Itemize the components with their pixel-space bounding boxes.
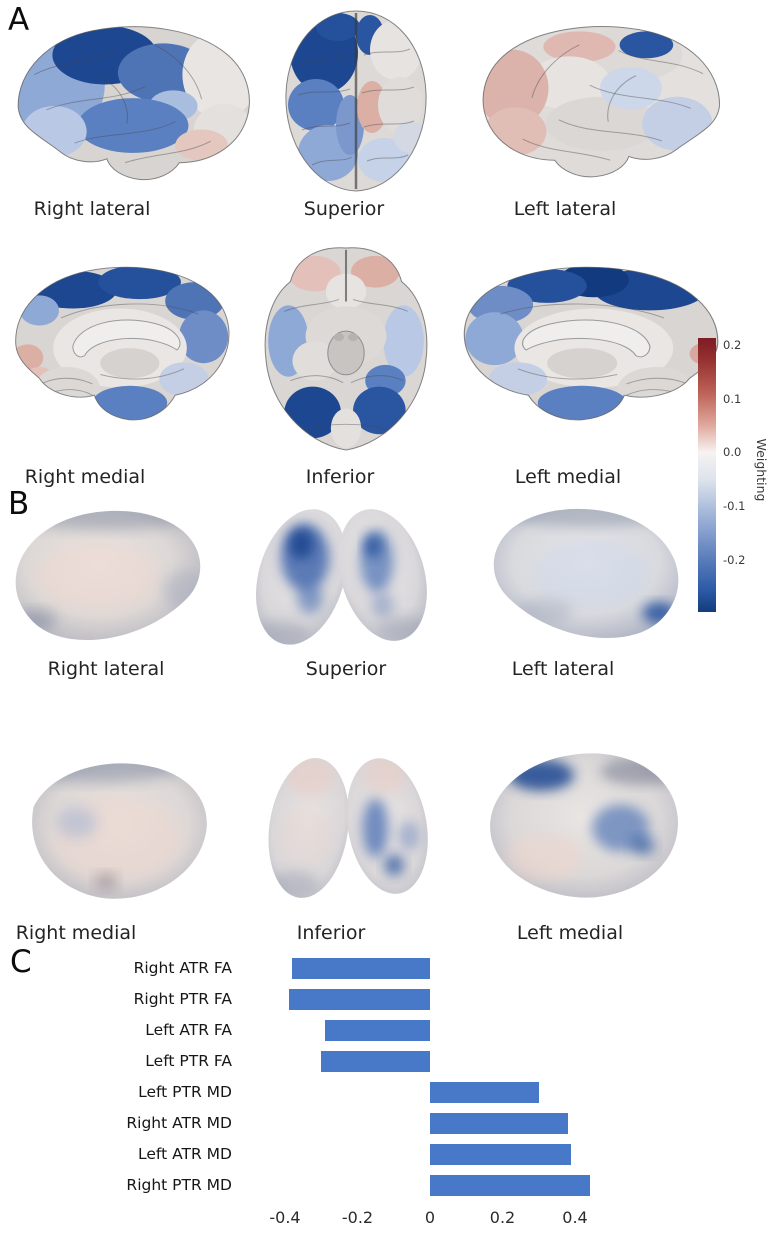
bar bbox=[430, 1113, 568, 1134]
x-tick-label: 0.2 bbox=[489, 1208, 516, 1227]
brain-cortex-inferior bbox=[264, 247, 428, 451]
thalamus-right-lateral bbox=[15, 510, 201, 641]
caption-a-left-lateral: Left lateral bbox=[513, 198, 617, 220]
bar bbox=[288, 989, 430, 1010]
brain-cortex-superior bbox=[285, 10, 427, 192]
bar-category-label: Right PTR FA bbox=[133, 990, 232, 1008]
bar-category-label: Right PTR MD bbox=[126, 1176, 232, 1194]
colorbar-tick: 0.1 bbox=[723, 392, 742, 406]
caption-a-left-medial: Left medial bbox=[514, 466, 622, 488]
x-tick-label: 0 bbox=[424, 1208, 436, 1227]
colorbar-tick: 0.0 bbox=[723, 445, 742, 459]
caption-b-superior: Superior bbox=[305, 658, 387, 680]
x-tick-label: 0.4 bbox=[562, 1208, 588, 1227]
bar-category-label: Left PTR MD bbox=[138, 1083, 232, 1101]
caption-b-inferior: Inferior bbox=[296, 922, 366, 944]
bar-category-label: Left ATR MD bbox=[138, 1145, 232, 1163]
bar-category-label: Right ATR FA bbox=[133, 959, 232, 977]
caption-b-left-lateral: Left lateral bbox=[511, 658, 615, 680]
colorbar-title: Weighting bbox=[754, 438, 769, 502]
bar-category-label: Left PTR FA bbox=[145, 1052, 232, 1070]
brain-cortex-right-lateral bbox=[17, 26, 250, 181]
x-tick-label: -0.4 bbox=[269, 1208, 301, 1227]
colorbar-tick: -0.2 bbox=[723, 553, 746, 567]
colorbar-tick: 0.2 bbox=[723, 338, 742, 352]
brain-cortex-left-lateral bbox=[482, 26, 721, 178]
colorbar-gradient bbox=[698, 338, 716, 612]
bar-category-label: Right ATR MD bbox=[126, 1114, 232, 1132]
thalamus-superior bbox=[250, 509, 433, 648]
caption-b-right-lateral: Right lateral bbox=[47, 658, 165, 680]
caption-a-right-medial: Right medial bbox=[24, 466, 146, 488]
bar-category-label: Left ATR FA bbox=[145, 1021, 232, 1039]
bar bbox=[430, 1082, 539, 1103]
panel-c-label: C bbox=[10, 944, 32, 980]
colorbar: 0.2 0.1 0.0 -0.1 -0.2 bbox=[698, 338, 745, 612]
panel-a-label: A bbox=[8, 2, 30, 38]
thalamus-right-medial bbox=[32, 763, 207, 899]
bar-chart: Right ATR FA Right PTR FA Left ATR FA Left … bbox=[0, 952, 777, 1238]
colorbar-tick: -0.1 bbox=[723, 499, 746, 513]
bar bbox=[292, 958, 430, 979]
bar bbox=[430, 1175, 590, 1196]
caption-b-right-medial: Right medial bbox=[15, 922, 137, 944]
bar bbox=[324, 1020, 430, 1041]
caption-b-left-medial: Left medial bbox=[516, 922, 624, 944]
caption-a-right-lateral: Right lateral bbox=[33, 198, 151, 220]
caption-a-inferior: Inferior bbox=[305, 466, 375, 488]
thalamus-inferior bbox=[267, 757, 428, 899]
brain-cortex-right-medial bbox=[15, 266, 230, 421]
bar bbox=[430, 1144, 572, 1165]
thalamus-left-medial bbox=[490, 753, 678, 898]
bar bbox=[321, 1051, 430, 1072]
panel-b-label: B bbox=[8, 486, 30, 522]
thalamus-left-lateral bbox=[493, 508, 679, 639]
x-tick-label: -0.2 bbox=[341, 1208, 374, 1227]
caption-a-superior: Superior bbox=[303, 198, 385, 220]
brain-cortex-left-medial bbox=[463, 266, 719, 421]
